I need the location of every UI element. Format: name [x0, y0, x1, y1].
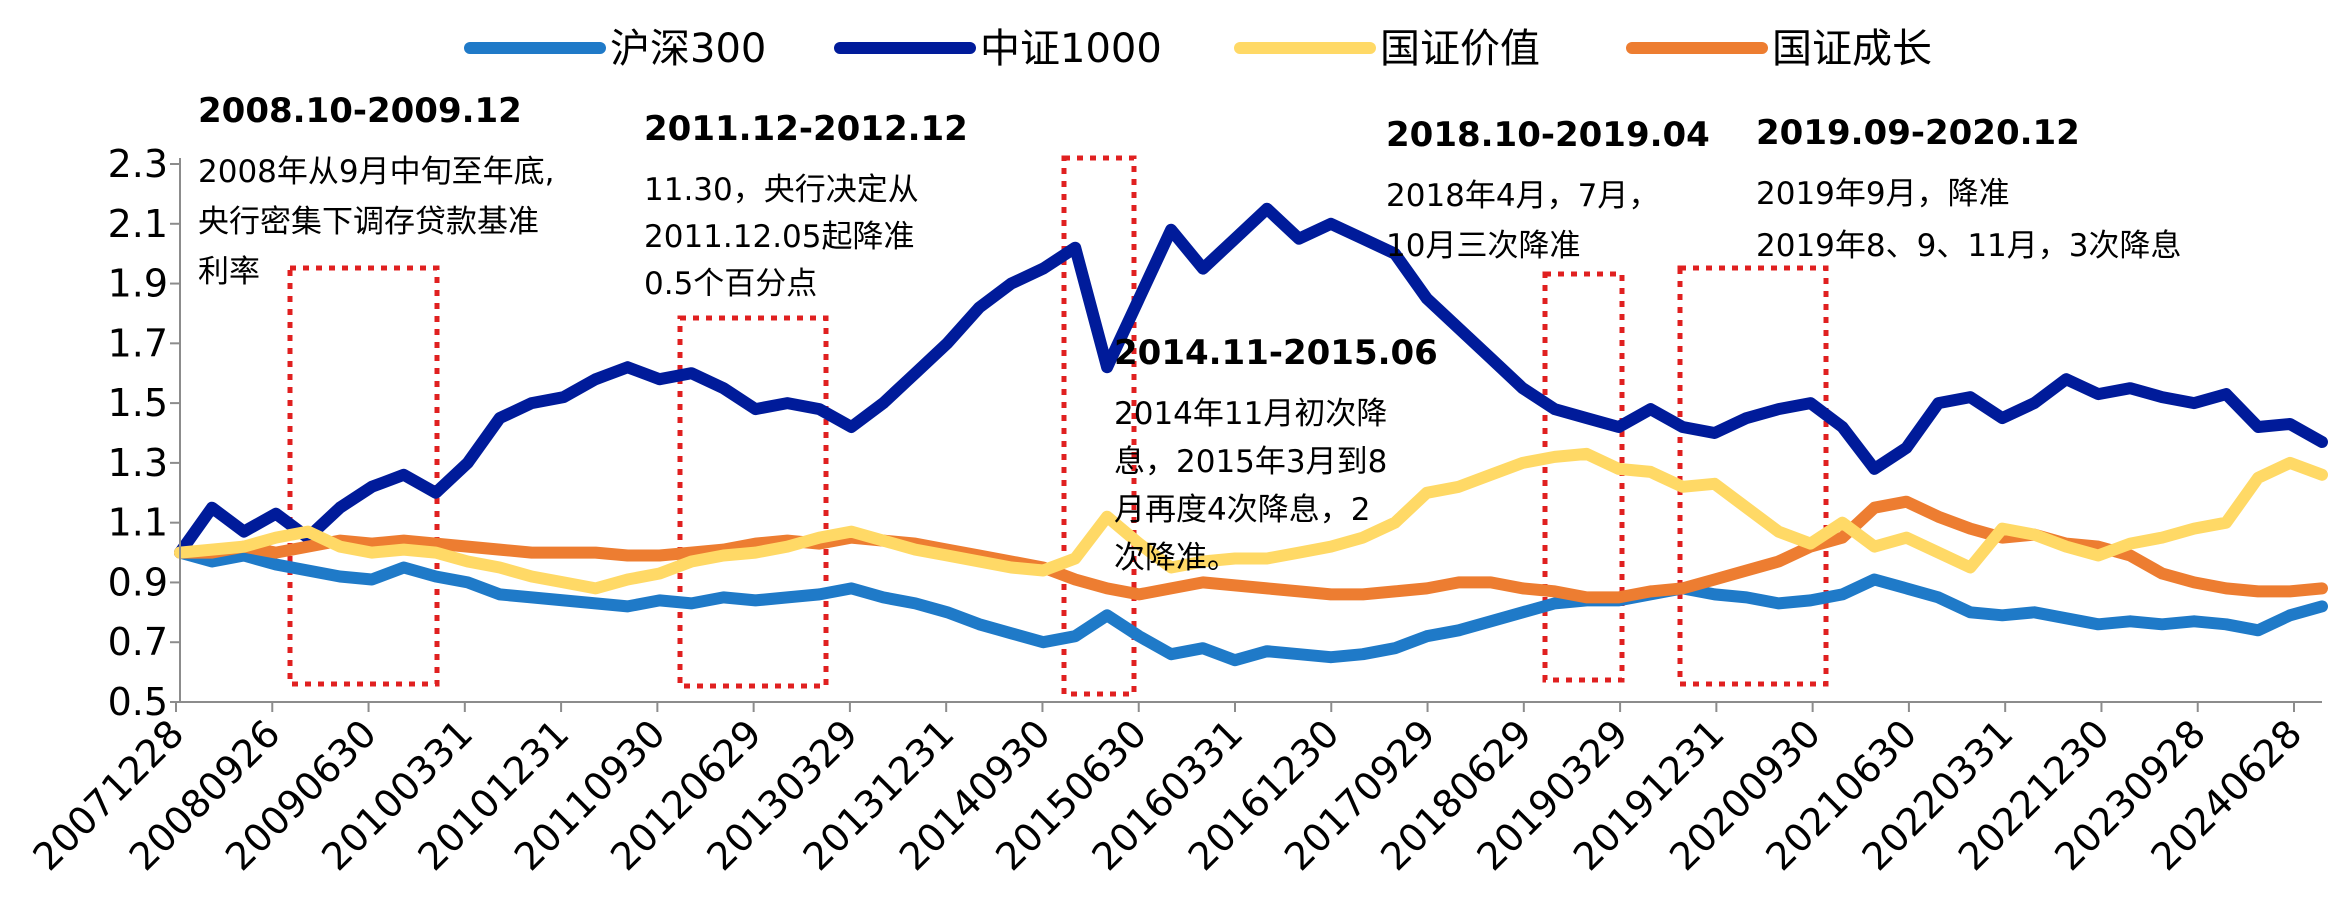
y-tick-label: 0.5	[108, 680, 168, 724]
y-tick-label: 1.1	[108, 501, 168, 545]
annotation-4: 2018.10-2019.04 2018年4月，7月， 10月三次降准	[1386, 115, 1710, 264]
annotation-title: 2011.12-2012.12	[644, 109, 968, 149]
annotations: 2008.10-2009.12 2008年从9月中旬至年底, 央行密集下调存贷款基准…	[198, 91, 2182, 576]
annotation-title: 2008.10-2009.12	[198, 91, 522, 131]
highlight-box-3	[1061, 155, 1137, 697]
highlight-box-4	[1542, 271, 1625, 683]
y-tick-label: 0.7	[108, 620, 168, 664]
y-tick-label: 2.1	[108, 202, 168, 246]
series-line-4	[174, 495, 2328, 604]
legend-label-2: 中证1000	[980, 26, 1162, 72]
series-line-3	[174, 447, 2328, 595]
annotation-title: 2019.09-2020.12	[1756, 113, 2080, 153]
series-line-2	[174, 202, 2328, 559]
y-tick-label: 1.5	[108, 381, 168, 425]
annotation-line: 0.5个百分点	[644, 266, 817, 302]
annotation-title: 2018.10-2019.04	[1386, 115, 1710, 155]
highlight-box-5	[1677, 265, 1829, 687]
highlight-box-1	[287, 265, 440, 687]
highlight-box-2	[677, 315, 829, 689]
annotation-line: 利率	[198, 254, 260, 290]
annotation-line: 2018年4月，7月，	[1386, 178, 1659, 214]
y-tick-label: 2.3	[108, 142, 168, 186]
series-line-1	[174, 546, 2328, 667]
series-lines	[174, 202, 2328, 667]
annotation-title: 2014.11-2015.06	[1114, 333, 1438, 373]
annotation-line: 2014年11月初次降	[1114, 396, 1387, 432]
annotation-line: 2019年9月，降准	[1756, 176, 2010, 212]
legend-label-4: 国证成长	[1772, 26, 1932, 72]
annotation-line: 2011.12.05起降准	[644, 219, 915, 255]
annotation-line: 息，2015年3月到8	[1114, 444, 1387, 480]
y-tick-label: 1.7	[108, 321, 168, 365]
legend-label-1: 沪深300	[610, 26, 766, 72]
annotation-line: 央行密集下调存贷款基准	[198, 204, 539, 240]
y-tick-label: 1.9	[108, 262, 168, 306]
annotation-line: 月再度4次降息，2	[1114, 492, 1370, 528]
annotation-2: 2011.12-2012.12 11.30，央行决定从 2011.12.05起降准 0…	[644, 109, 968, 302]
annotation-line: 2008年从9月中旬至年底,	[198, 154, 554, 190]
legend: 沪深300 中证1000 国证价值 国证成长	[464, 26, 1932, 72]
annotation-line: 10月三次降准	[1386, 228, 1580, 264]
y-tick-label: 0.9	[108, 560, 168, 604]
annotation-line: 11.30，央行决定从	[644, 172, 919, 208]
highlight-boxes	[287, 155, 1829, 697]
annotation-1: 2008.10-2009.12 2008年从9月中旬至年底, 央行密集下调存贷款基准…	[198, 91, 554, 290]
annotation-line: 次降准。	[1114, 540, 1238, 576]
legend-label-3: 国证价值	[1380, 26, 1540, 72]
y-tick-label: 1.3	[108, 441, 168, 485]
annotation-line: 2019年8、9、11月，3次降息	[1756, 228, 2182, 264]
annotation-5: 2019.09-2020.12 2019年9月，降准 2019年8、9、11月，3次…	[1756, 113, 2182, 264]
